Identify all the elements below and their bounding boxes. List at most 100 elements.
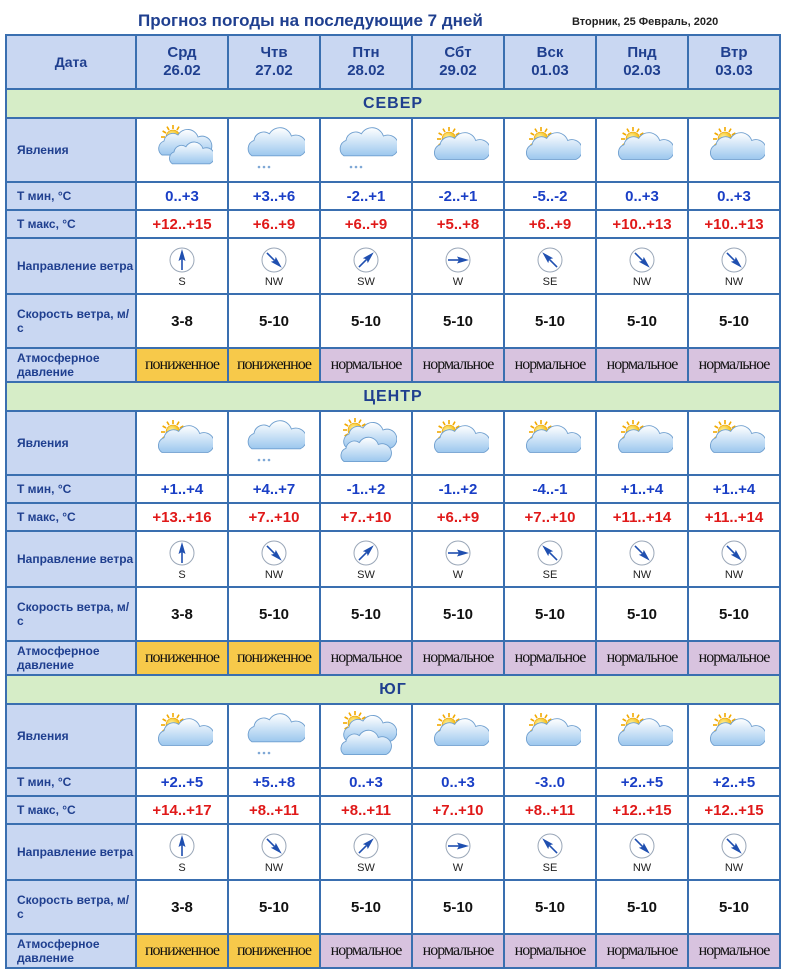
wind-compass-icon <box>721 833 747 858</box>
wind-speed-label: Скорость ветра, м/с <box>5 293 137 349</box>
wind-speed-value: 5-10 <box>227 879 321 935</box>
wind-speed-row: Скорость ветра, м/с 3-8 5-10 5-10 5-10 5-10 5-… <box>5 879 781 935</box>
wind-dir-value: SE <box>542 568 558 581</box>
region-title: ЦЕНТР <box>5 381 781 412</box>
wind-speed-value: 5-10 <box>595 293 689 349</box>
wind-compass-icon <box>537 247 563 272</box>
day-header: Втр 03.03 <box>687 34 781 90</box>
day-name: Срд <box>167 44 197 61</box>
wind-dir-cell: SW <box>319 530 413 588</box>
wind-dir-cell: NW <box>227 530 321 588</box>
wind-speed-value: 5-10 <box>595 879 689 935</box>
sun-cloud-icon <box>158 420 213 453</box>
weather-cell <box>595 703 689 769</box>
tmin-value: 0..+3 <box>595 181 689 211</box>
sun-cloud-icon <box>710 127 765 160</box>
wind-speed-value: 5-10 <box>503 586 597 642</box>
date-header: Дата <box>5 34 137 90</box>
region-row: ЮГ <box>5 674 781 705</box>
cloud-snow-icon <box>339 127 397 169</box>
tmin-value: -1..+2 <box>319 474 413 504</box>
weather-cell <box>319 703 413 769</box>
phenomena-row: Явления <box>5 410 781 476</box>
tmin-value: -1..+2 <box>411 474 505 504</box>
tmax-value: +10..+13 <box>595 209 689 239</box>
tmax-row: Т макс, °С +12..+15 +6..+9 +6..+9 +5..+8 +6..… <box>5 209 781 239</box>
tmax-value: +13..+16 <box>135 502 229 532</box>
tmin-value: +5..+8 <box>227 767 321 797</box>
tmax-label: Т макс, °С <box>5 209 137 239</box>
wind-dir-cell: SW <box>319 237 413 295</box>
tmax-value: +6..+9 <box>227 209 321 239</box>
wind-dir-row: Направление ветра S NW SW W SE NW NW <box>5 823 781 881</box>
tmin-value: 0..+3 <box>319 767 413 797</box>
phenomena-label: Явления <box>5 410 137 476</box>
tmax-value: +8..+11 <box>503 795 597 825</box>
tmin-label: Т мин, °С <box>5 181 137 211</box>
pressure-value: нормальное <box>687 347 781 383</box>
wind-dir-cell: S <box>135 237 229 295</box>
phenomena-row: Явления <box>5 117 781 183</box>
wind-speed-value: 5-10 <box>411 293 505 349</box>
wind-compass-icon <box>261 833 287 858</box>
forecast-page: Прогноз погоды на последующие 7 дней Вто… <box>5 11 781 969</box>
tmin-value: +2..+5 <box>135 767 229 797</box>
wind-speed-value: 3-8 <box>135 293 229 349</box>
pressure-value: пониженное <box>227 640 321 676</box>
pressure-value: нормальное <box>595 347 689 383</box>
region-title: ЮГ <box>5 674 781 705</box>
wind-dir-value: NW <box>724 275 744 288</box>
pressure-value: нормальное <box>595 640 689 676</box>
tmin-value: 0..+3 <box>135 181 229 211</box>
tmin-value: +1..+4 <box>135 474 229 504</box>
wind-speed-value: 5-10 <box>411 879 505 935</box>
pressure-value: нормальное <box>319 640 413 676</box>
phenomena-row: Явления <box>5 703 781 769</box>
day-date: 01.03 <box>531 62 569 79</box>
wind-dir-value: NW <box>632 861 652 874</box>
wind-compass-icon <box>445 247 471 272</box>
tmax-value: +6..+9 <box>319 209 413 239</box>
wind-dir-cell: SE <box>503 530 597 588</box>
wind-dir-row: Направление ветра S NW SW W SE NW NW <box>5 530 781 588</box>
tmax-value: +8..+11 <box>319 795 413 825</box>
weather-cell <box>227 117 321 183</box>
pressure-label: Атмосферное давление <box>5 347 137 383</box>
tmin-value: -2..+1 <box>411 181 505 211</box>
wind-speed-value: 3-8 <box>135 586 229 642</box>
pressure-value: нормальное <box>595 933 689 969</box>
wind-compass-icon <box>353 540 379 565</box>
pressure-value: пониженное <box>227 933 321 969</box>
wind-dir-value: NW <box>264 568 284 581</box>
tmin-value: -3..0 <box>503 767 597 797</box>
tmin-value: -2..+1 <box>319 181 413 211</box>
pressure-value: нормальное <box>411 933 505 969</box>
day-header: Вск 01.03 <box>503 34 597 90</box>
weather-cell <box>135 410 229 476</box>
day-name: Птн <box>352 44 380 61</box>
region-row: СЕВЕР <box>5 88 781 119</box>
weather-cell <box>595 410 689 476</box>
wind-compass-icon <box>169 833 195 858</box>
wind-compass-icon <box>261 540 287 565</box>
pressure-value: нормальное <box>411 347 505 383</box>
wind-compass-icon <box>537 833 563 858</box>
tmax-row: Т макс, °С +14..+17 +8..+11 +8..+11 +7..+10 +… <box>5 795 781 825</box>
wind-speed-value: 5-10 <box>319 293 413 349</box>
wind-dir-value: S <box>178 861 186 874</box>
wind-dir-cell: NW <box>595 823 689 881</box>
pressure-value: пониженное <box>135 933 229 969</box>
tmax-label: Т макс, °С <box>5 795 137 825</box>
wind-speed-value: 5-10 <box>595 586 689 642</box>
wind-dir-cell: S <box>135 530 229 588</box>
cloud-snow-icon <box>247 420 305 462</box>
wind-dir-value: NW <box>632 275 652 288</box>
wind-dir-cell: NW <box>227 237 321 295</box>
cloud-snow-icon <box>247 127 305 169</box>
tmax-label: Т макс, °С <box>5 502 137 532</box>
day-date: 03.03 <box>715 62 753 79</box>
wind-speed-value: 5-10 <box>227 293 321 349</box>
tmin-value: 0..+3 <box>411 767 505 797</box>
wind-dir-label: Направление ветра <box>5 823 137 881</box>
sun-cloud-icon <box>526 127 581 160</box>
